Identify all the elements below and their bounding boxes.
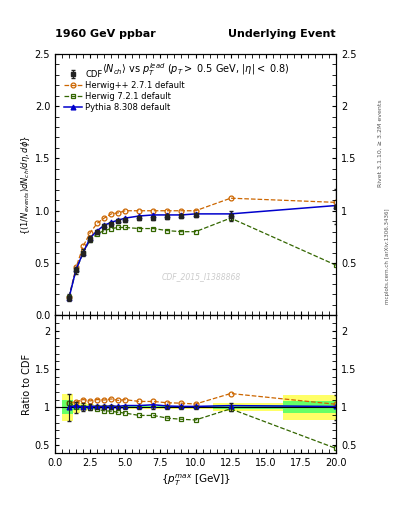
Herwig 7.2.1 default <box>137 225 142 231</box>
Herwig++ 2.7.1 default <box>95 220 99 226</box>
Line: Herwig++ 2.7.1 default: Herwig++ 2.7.1 default <box>67 196 338 299</box>
Herwig 7.2.1 default <box>165 227 170 233</box>
Herwig++ 2.7.1 default <box>109 211 114 217</box>
Herwig++ 2.7.1 default <box>179 208 184 214</box>
Pythia 8.308 default <box>109 219 114 225</box>
X-axis label: $\{p_T^{max}$ [GeV]$\}$: $\{p_T^{max}$ [GeV]$\}$ <box>160 472 231 487</box>
Herwig 7.2.1 default <box>109 225 114 231</box>
Herwig++ 2.7.1 default <box>116 210 121 216</box>
Herwig++ 2.7.1 default <box>228 195 233 201</box>
Text: mcplots.cern.ch [arXiv:1306.3436]: mcplots.cern.ch [arXiv:1306.3436] <box>385 208 389 304</box>
Y-axis label: $\{(1/N_{events}) dN_{ch}/d\eta, d\phi\}$: $\{(1/N_{events}) dN_{ch}/d\eta, d\phi\}… <box>19 135 32 234</box>
Text: Rivet 3.1.10, ≥ 3.2M events: Rivet 3.1.10, ≥ 3.2M events <box>378 99 383 187</box>
Herwig 7.2.1 default <box>151 225 156 231</box>
Herwig++ 2.7.1 default <box>193 208 198 214</box>
Pythia 8.308 default <box>151 212 156 218</box>
Herwig++ 2.7.1 default <box>81 243 86 249</box>
Herwig 7.2.1 default <box>193 229 198 235</box>
Herwig 7.2.1 default <box>116 224 121 230</box>
Herwig++ 2.7.1 default <box>334 199 338 205</box>
Herwig 7.2.1 default <box>228 215 233 221</box>
Herwig++ 2.7.1 default <box>88 230 92 236</box>
Herwig++ 2.7.1 default <box>102 215 107 221</box>
Pythia 8.308 default <box>193 211 198 217</box>
Herwig++ 2.7.1 default <box>137 208 142 214</box>
Pythia 8.308 default <box>102 222 107 228</box>
Herwig++ 2.7.1 default <box>151 208 156 214</box>
Herwig++ 2.7.1 default <box>165 208 170 214</box>
Pythia 8.308 default <box>123 215 128 221</box>
Herwig 7.2.1 default <box>95 231 99 237</box>
Text: CDF_2015_I1388868: CDF_2015_I1388868 <box>162 272 241 281</box>
Herwig 7.2.1 default <box>67 293 72 300</box>
Herwig 7.2.1 default <box>102 227 107 233</box>
Text: Underlying Event: Underlying Event <box>228 29 336 39</box>
Pythia 8.308 default <box>116 217 121 223</box>
Line: Pythia 8.308 default: Pythia 8.308 default <box>67 203 338 300</box>
Pythia 8.308 default <box>74 266 79 272</box>
Line: Herwig 7.2.1 default: Herwig 7.2.1 default <box>67 216 338 299</box>
Pythia 8.308 default <box>228 211 233 217</box>
Herwig++ 2.7.1 default <box>74 264 79 270</box>
Herwig 7.2.1 default <box>334 262 338 268</box>
Y-axis label: Ratio to CDF: Ratio to CDF <box>22 354 32 415</box>
Pythia 8.308 default <box>88 235 92 241</box>
Pythia 8.308 default <box>179 212 184 218</box>
Herwig 7.2.1 default <box>88 237 92 243</box>
Pythia 8.308 default <box>137 213 142 219</box>
Herwig 7.2.1 default <box>74 267 79 273</box>
Pythia 8.308 default <box>81 249 86 255</box>
Pythia 8.308 default <box>334 202 338 208</box>
Text: 1960 GeV ppbar: 1960 GeV ppbar <box>55 29 156 39</box>
Pythia 8.308 default <box>95 227 99 233</box>
Pythia 8.308 default <box>165 212 170 218</box>
Legend: CDF, Herwig++ 2.7.1 default, Herwig 7.2.1 default, Pythia 8.308 default: CDF, Herwig++ 2.7.1 default, Herwig 7.2.… <box>61 67 188 116</box>
Pythia 8.308 default <box>67 294 72 301</box>
Herwig 7.2.1 default <box>179 229 184 235</box>
Herwig++ 2.7.1 default <box>67 293 72 300</box>
Herwig++ 2.7.1 default <box>123 208 128 214</box>
Herwig 7.2.1 default <box>81 249 86 255</box>
Herwig 7.2.1 default <box>123 224 128 230</box>
Text: $\langle N_{ch}\rangle$ vs $p_T^{lead}$ ($p_T >$ 0.5 GeV, $|\eta| <$ 0.8): $\langle N_{ch}\rangle$ vs $p_T^{lead}$ … <box>102 61 289 78</box>
